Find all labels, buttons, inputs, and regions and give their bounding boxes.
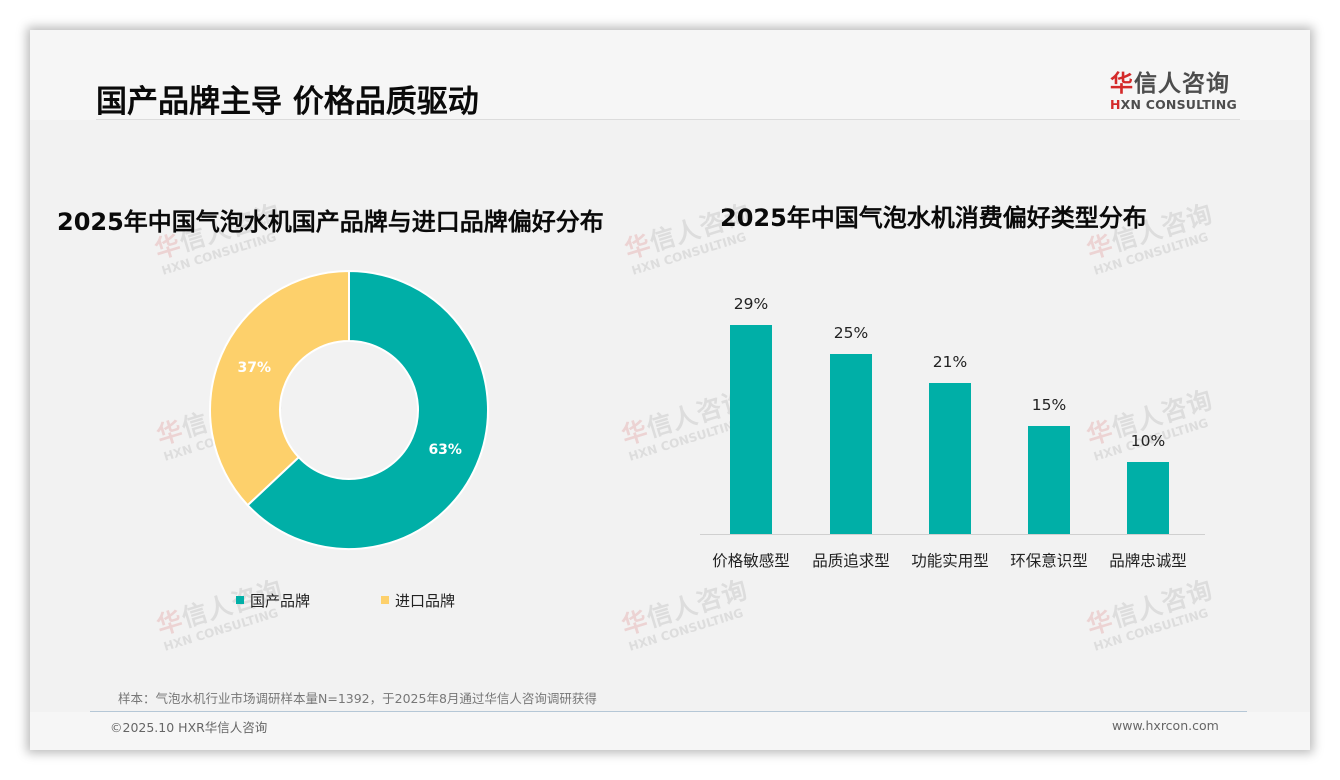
bar-value-label: 15%	[1031, 395, 1067, 414]
donut-slice-1	[209, 269, 350, 507]
logo-en: HXN CONSULTING	[1110, 97, 1245, 112]
footer-divider	[90, 711, 1247, 712]
logo-cn-mark: 华	[1110, 71, 1134, 97]
header-divider	[96, 119, 1240, 120]
bar-category-label: 环保意识型	[1010, 552, 1088, 570]
copyright-text: ©2025.10 HXR华信人咨询	[110, 720, 268, 735]
legend-swatch-domestic	[236, 596, 244, 604]
bar-chart-title: 2025年中国气泡水机消费偏好类型分布	[720, 204, 1147, 232]
bar-value-label: 10%	[1130, 431, 1166, 450]
legend-swatch-imported	[381, 596, 389, 604]
bar-category-label: 品牌忠诚型	[1109, 552, 1187, 570]
footer-band	[30, 712, 1310, 750]
donut-slice-label: 37%	[237, 359, 272, 376]
logo-cn: 华信人咨询	[1110, 64, 1245, 98]
logo-en-text: XN CONSULTING	[1120, 97, 1237, 112]
logo-cn-text: 信人咨询	[1134, 71, 1230, 97]
website-link: www.hxrcon.com	[1112, 718, 1219, 733]
bar-value-label: 21%	[932, 352, 968, 371]
company-logo: 华信人咨询 HXN CONSULTING	[1110, 64, 1245, 112]
header-band	[30, 30, 1310, 120]
bar-4	[1127, 461, 1169, 534]
donut-slice-0	[246, 269, 489, 550]
legend-label-domestic: 国产品牌	[250, 591, 311, 610]
slide: 华信人咨询 HXN CONSULTING 华信人咨询 HXN CONSULTING 华信…	[30, 30, 1310, 750]
bar-0	[730, 325, 772, 534]
bar-value-label: 25%	[833, 323, 869, 342]
legend-label-imported: 进口品牌	[395, 591, 456, 610]
bar-2	[929, 382, 971, 534]
legend-item-imported: 进口品牌	[381, 590, 455, 610]
page-title: 国产品牌主导 价格品质驱动	[96, 84, 479, 120]
legend-item-domestic: 国产品牌	[236, 590, 310, 610]
sample-footnote: 样本：气泡水机行业市场调研样本量N=1392，于2025年8月通过华信人咨询调研…	[118, 691, 597, 706]
bar-3	[1028, 425, 1070, 534]
bar-category-label: 品质追求型	[812, 552, 890, 570]
donut-slice-label: 63%	[428, 442, 462, 459]
bar-chart-x-axis	[700, 534, 1205, 535]
bar-value-label: 29%	[733, 295, 769, 313]
donut-chart	[209, 269, 489, 550]
bar-1	[830, 353, 872, 534]
bar-category-label: 价格敏感型	[712, 552, 790, 570]
bar-category-label: 功能实用型	[911, 552, 989, 570]
logo-en-mark: H	[1110, 97, 1121, 112]
donut-chart-title: 2025年中国气泡水机国产品牌与进口品牌偏好分布	[57, 208, 604, 236]
